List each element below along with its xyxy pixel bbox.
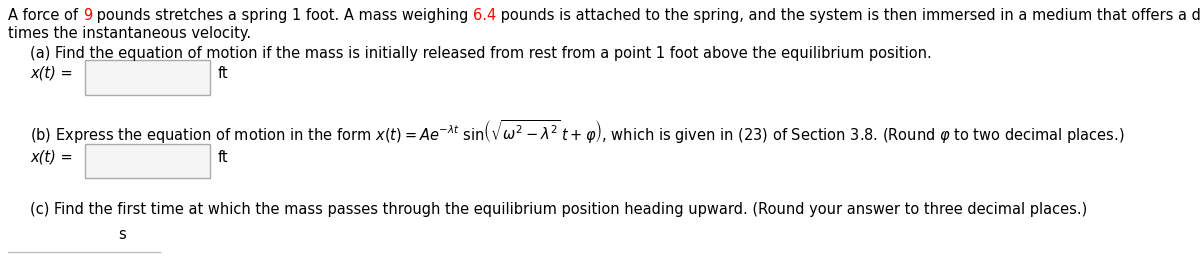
Text: x(t) =: x(t) = — [30, 150, 73, 165]
Text: 6.4: 6.4 — [473, 8, 496, 23]
Text: x(t) =: x(t) = — [30, 66, 73, 81]
Text: s: s — [118, 227, 126, 242]
Text: times the instantaneous velocity.: times the instantaneous velocity. — [8, 26, 251, 41]
Text: pounds stretches a spring 1 foot. A mass weighing: pounds stretches a spring 1 foot. A mass… — [92, 8, 473, 23]
Text: A force of: A force of — [8, 8, 83, 23]
Text: ft: ft — [218, 66, 229, 81]
Text: (c) Find the first time at which the mass passes through the equilibrium positio: (c) Find the first time at which the mas… — [30, 202, 1087, 217]
Text: ft: ft — [218, 150, 229, 165]
Text: pounds is attached to the spring, and the system is then immersed in a medium th: pounds is attached to the spring, and th… — [496, 8, 1200, 23]
Text: (b) Express the equation of motion in the form $x(t) = Ae^{-\lambda t}$ $\sin\!\: (b) Express the equation of motion in th… — [30, 118, 1124, 145]
Text: 9: 9 — [83, 8, 92, 23]
Text: (a) Find the equation of motion if the mass is initially released from rest from: (a) Find the equation of motion if the m… — [30, 46, 931, 61]
